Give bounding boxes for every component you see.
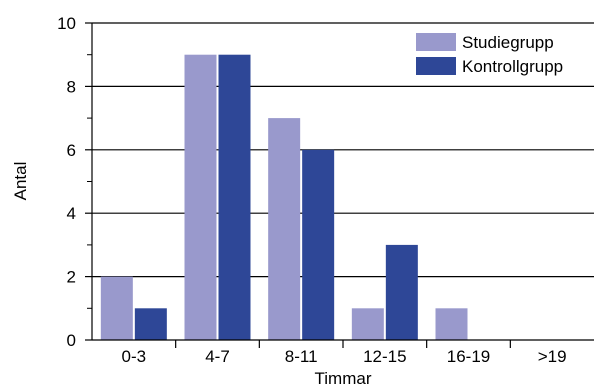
bar-studiegrupp-0 [100,276,133,340]
y-tick-label: 10 [57,14,76,33]
y-tick-label: 0 [67,331,76,350]
x-tick-label: 0-3 [122,347,147,366]
x-axis-title: Timmar [315,369,372,388]
legend-swatch-studiegrupp [416,33,456,51]
x-tick-label: 12-15 [363,347,406,366]
x-tick-label: >19 [538,347,567,366]
bar-kontrollgrupp-3 [385,244,418,340]
bar-studiegrupp-3 [351,308,384,340]
bar-kontrollgrupp-2 [302,149,335,340]
legend-swatch-kontrollgrupp [416,57,456,75]
y-tick-label: 4 [67,204,76,223]
bar-kontrollgrupp-0 [134,308,167,340]
bar-studiegrupp-4 [435,308,468,340]
bar-studiegrupp-2 [268,118,301,340]
y-tick-label: 6 [67,141,76,160]
y-tick-label: 8 [67,77,76,96]
y-axis-title: Antal [11,162,30,201]
legend-label: Studiegrupp [462,33,554,52]
legend-label: Kontrollgrupp [462,57,563,76]
tick-labels: 0 2 4 6 8 10 0-3 4-7 8-11 12-15 16-19 >19 [57,14,567,366]
bar-kontrollgrupp-1 [218,54,251,340]
axes [85,22,594,348]
bar-studiegrupp-1 [184,54,217,340]
bars [100,54,468,340]
grid-lines [92,22,594,278]
x-tick-label: 16-19 [447,347,490,366]
x-tick-label: 8-11 [285,347,318,366]
legend: Studiegrupp Kontrollgrupp [416,33,563,76]
y-tick-label: 2 [67,268,76,287]
x-tick-label: 4-7 [205,347,230,366]
